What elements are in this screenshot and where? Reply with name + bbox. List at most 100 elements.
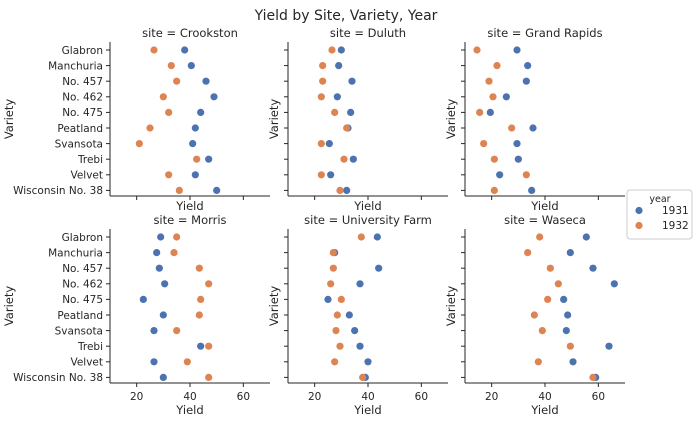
data-point-1932	[165, 171, 173, 179]
data-point-1931	[197, 342, 205, 350]
data-point-1931	[348, 77, 356, 85]
data-point-1932	[329, 264, 337, 272]
data-point-1932	[544, 295, 552, 303]
y-axis-label: Variety	[2, 99, 16, 140]
data-point-1932	[340, 155, 348, 163]
data-point-1932	[473, 46, 481, 54]
data-point-1931	[522, 77, 530, 85]
data-point-1932	[357, 233, 365, 241]
data-point-1932	[336, 342, 344, 350]
x-tick-label: 60	[592, 391, 605, 403]
data-point-1932	[480, 140, 488, 148]
facet-title: site = Duluth	[330, 26, 406, 40]
facet-title: site = Waseca	[504, 213, 586, 227]
y-axis-label: Variety	[267, 99, 281, 140]
y-tick-label: Svansota	[55, 325, 103, 337]
y-tick-label: No. 462	[62, 279, 103, 291]
data-point-1932	[150, 46, 158, 54]
data-point-1931	[327, 171, 335, 179]
data-point-1932	[589, 373, 597, 381]
facet-panel: site = Grand Rapids Yield Variety	[444, 26, 625, 213]
legend-marker	[635, 221, 643, 230]
y-tick-label: Manchuria	[48, 60, 103, 72]
data-point-1931	[582, 233, 590, 241]
data-point-1931	[187, 62, 195, 70]
data-point-1931	[589, 264, 597, 272]
data-point-1931	[356, 342, 364, 350]
y-tick-label: Trebi	[77, 341, 103, 353]
y-tick-label: No. 475	[62, 294, 103, 306]
x-axis-label: Yield	[353, 403, 381, 417]
facet-panel: site = Waseca 20 40 60 Yield Variety	[444, 213, 625, 417]
data-point-1932	[170, 249, 178, 257]
data-point-1931	[210, 93, 218, 101]
y-tick-label: No. 457	[62, 76, 103, 88]
legend-label: 1932	[662, 220, 689, 232]
x-axis-label: Yield	[175, 199, 203, 213]
data-point-1931	[486, 108, 494, 116]
x-tick-label: 20	[485, 391, 498, 403]
data-point-1932	[317, 171, 325, 179]
data-point-1931	[202, 77, 210, 85]
data-point-1931	[139, 295, 147, 303]
data-point-1931	[159, 373, 167, 381]
data-point-1931	[197, 108, 205, 116]
data-point-1932	[135, 140, 143, 148]
data-point-1932	[195, 311, 203, 319]
data-point-1931	[356, 280, 364, 288]
x-tick-label: 40	[183, 391, 196, 403]
data-point-1931	[373, 233, 381, 241]
data-point-1932	[359, 373, 367, 381]
data-point-1931	[191, 124, 199, 132]
data-point-1932	[493, 62, 501, 70]
data-point-1932	[546, 264, 554, 272]
data-point-1932	[205, 342, 213, 350]
data-point-1931	[375, 264, 383, 272]
data-point-1932	[319, 62, 327, 70]
data-point-1931	[337, 46, 345, 54]
data-point-1931	[514, 155, 522, 163]
legend-label: 1931	[662, 205, 689, 217]
data-point-1932	[536, 233, 544, 241]
data-point-1932	[332, 327, 340, 335]
data-point-1932	[329, 249, 337, 257]
data-point-1931	[191, 171, 199, 179]
y-tick-label: Trebi	[77, 154, 103, 166]
data-point-1932	[197, 295, 205, 303]
data-point-1931	[569, 358, 577, 366]
data-point-1932	[490, 155, 498, 163]
data-point-1931	[513, 140, 521, 148]
data-point-1932	[205, 373, 213, 381]
data-point-1931	[343, 186, 351, 194]
data-point-1932	[337, 295, 345, 303]
data-point-1931	[189, 140, 197, 148]
data-point-1932	[524, 249, 532, 257]
x-axis-label: Yield	[530, 403, 558, 417]
y-axis-label: Variety	[2, 286, 16, 327]
data-point-1932	[331, 358, 339, 366]
facet-title: site = Crookston	[142, 26, 238, 40]
facet-title: site = University Farm	[304, 213, 432, 227]
data-point-1931	[155, 264, 163, 272]
data-point-1931	[364, 358, 372, 366]
y-tick-label: Manchuria	[48, 247, 103, 259]
data-point-1931	[513, 46, 521, 54]
legend-marker	[635, 206, 643, 215]
y-tick-label: Glabron	[62, 232, 103, 244]
legend-frame	[626, 189, 693, 240]
x-axis-label: Yield	[175, 403, 203, 417]
y-tick-label: Svansota	[55, 138, 103, 150]
y-tick-label: Wisconsin No. 38	[13, 185, 103, 197]
data-point-1932	[522, 171, 530, 179]
y-tick-label: No. 462	[62, 92, 103, 104]
data-point-1932	[183, 358, 191, 366]
data-point-1932	[476, 108, 484, 116]
data-point-1931	[502, 93, 510, 101]
facet-panel: site = University Farm 20 40 60 Yield Variety	[267, 213, 448, 417]
data-point-1932	[490, 186, 498, 194]
y-tick-label: Velvet	[70, 170, 103, 182]
data-point-1931	[159, 311, 167, 319]
data-point-1931	[150, 358, 158, 366]
